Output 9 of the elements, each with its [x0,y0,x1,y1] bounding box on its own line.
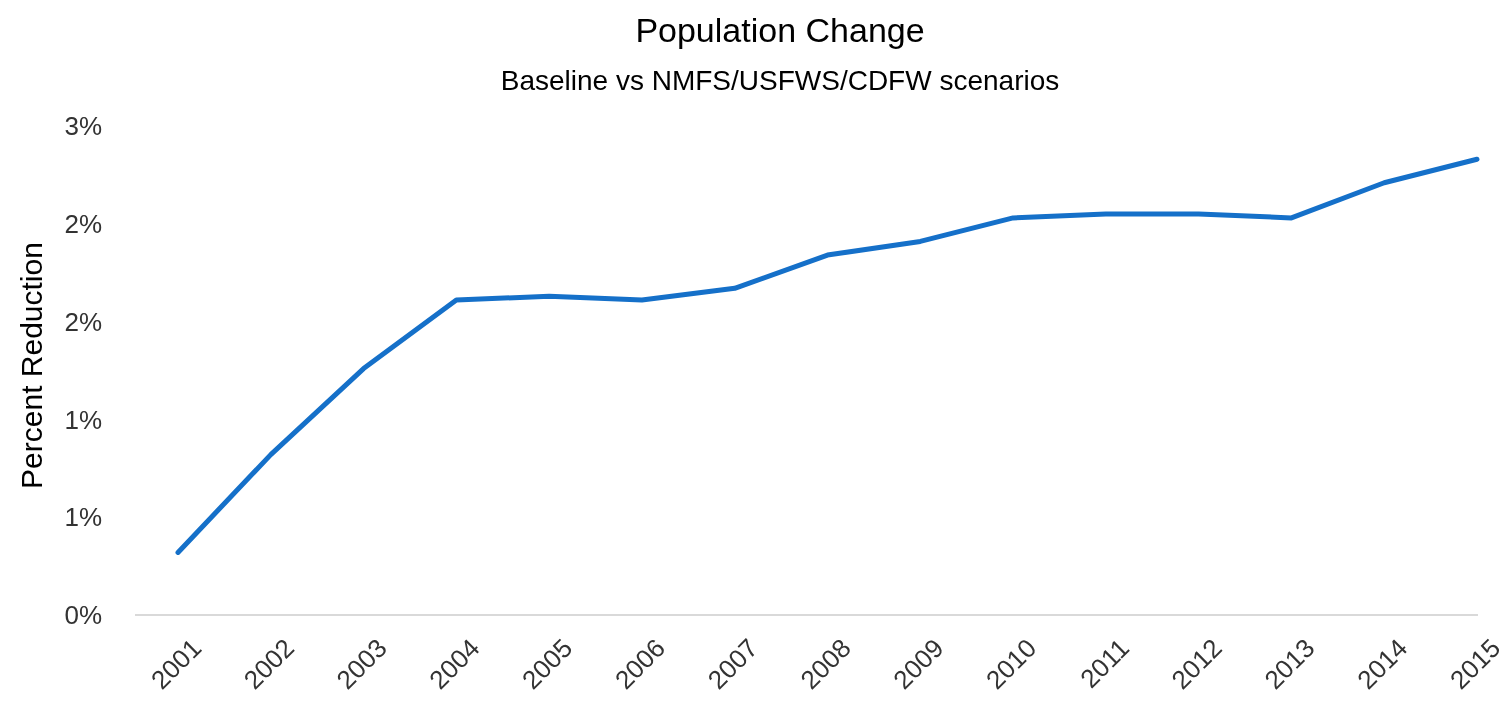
y-axis-title: Percent Reduction [15,242,48,489]
y-tick-label: 1% [64,502,102,533]
y-tick-label: 1% [64,404,102,435]
chart-title: Population Change [635,11,925,49]
y-tick-label: 2% [64,208,102,239]
y-tick-label: 2% [64,306,102,337]
chart-subtitle: Baseline vs NMFS/USFWS/CDFW scenarios [500,65,1060,96]
y-tick-label: 3% [64,111,102,142]
y-tick-label: 0% [64,600,102,631]
